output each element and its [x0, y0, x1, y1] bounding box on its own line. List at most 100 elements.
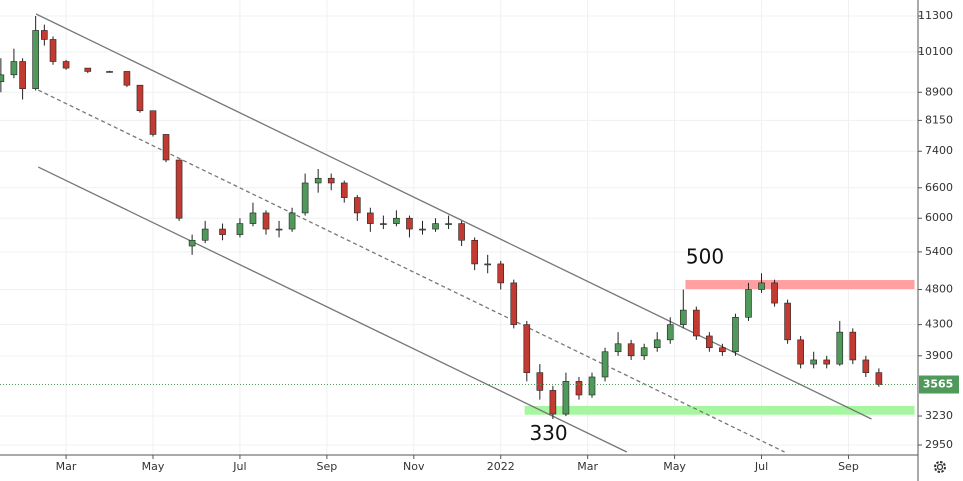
candle-body: [601, 351, 609, 378]
trendline: [37, 89, 785, 453]
candle-body: [471, 239, 478, 265]
settings-icon[interactable]: [934, 461, 946, 473]
candle-body: [523, 324, 531, 373]
zone: [685, 280, 915, 290]
candle-body: [458, 223, 465, 241]
candle-body: [732, 316, 739, 353]
candle-body: [188, 239, 196, 247]
x-tick-label: Jul: [754, 460, 768, 473]
candle-body: [162, 134, 170, 161]
candle-body: [327, 177, 335, 184]
x-tick-label: Mar: [577, 460, 598, 473]
y-tick-label: 2950: [925, 438, 953, 451]
x-tick-label: May: [663, 460, 686, 473]
x-tick-label: May: [142, 460, 165, 473]
candle-body: [406, 217, 413, 230]
candle-body: [784, 302, 791, 341]
candle-body: [367, 212, 374, 224]
y-tick-label: 4800: [925, 282, 953, 295]
x-tick-label: Sep: [316, 460, 337, 473]
y-tick-label: 8150: [925, 113, 953, 126]
plot: 500 330: [0, 0, 918, 455]
y-tick-label: 6600: [925, 181, 953, 194]
candle-body: [653, 339, 661, 349]
candle-body: [62, 61, 70, 69]
candle-body: [106, 71, 113, 73]
candle-body: [719, 347, 726, 353]
x-tick-label: 2022: [487, 460, 515, 473]
candle-body: [380, 223, 387, 225]
candle-body: [41, 30, 48, 40]
candle-body: [679, 309, 687, 325]
candle-body: [758, 282, 765, 290]
x-tick-label: Sep: [838, 460, 859, 473]
zone: [524, 405, 915, 415]
trendline: [37, 166, 628, 453]
candle-body: [393, 217, 400, 224]
candle-body: [136, 84, 144, 112]
candle-body: [49, 39, 57, 62]
candle-body: [262, 212, 270, 230]
y-tick-label: 5400: [925, 245, 953, 258]
candle-body: [314, 177, 322, 184]
candle-body: [627, 343, 635, 357]
candle-body: [301, 182, 309, 214]
candle-body: [123, 71, 131, 86]
candle-body: [693, 309, 700, 337]
y-tick-label: 7400: [925, 144, 953, 157]
candle-body: [706, 335, 713, 349]
candle-body: [614, 343, 622, 353]
y-tick-label: 6000: [925, 211, 953, 224]
candle-body: [19, 61, 26, 90]
candle-body: [10, 61, 18, 76]
candle-body: [275, 228, 283, 231]
x-tick-label: Jul: [232, 460, 246, 473]
y-tick-label: 11300: [918, 9, 953, 22]
candle-body: [288, 212, 296, 230]
candle-body: [562, 381, 570, 415]
y-tick-label: 4300: [925, 318, 953, 331]
candle-body: [549, 390, 557, 415]
candle-body: [666, 324, 674, 341]
candle-body: [484, 263, 491, 266]
y-tick-label: 3230: [925, 409, 953, 422]
candle-body: [0, 74, 5, 82]
candle-body: [340, 182, 348, 198]
candle-body: [640, 347, 648, 357]
y-tick-label: 10100: [918, 45, 953, 58]
candle-body: [32, 30, 39, 90]
candle-body: [149, 110, 157, 135]
candle-body: [849, 331, 857, 361]
candle-body: [497, 263, 505, 284]
candle-body: [836, 331, 844, 365]
candle-body: [419, 228, 426, 231]
candle-body: [536, 372, 544, 391]
candle-body: [862, 359, 870, 373]
candle-body: [745, 289, 752, 318]
x-tick-label: Nov: [403, 460, 425, 473]
candle-body: [575, 381, 583, 396]
candle-body: [771, 282, 778, 304]
candle-body: [249, 212, 257, 224]
y-tick-label: 8900: [925, 85, 953, 98]
candle-body: [432, 223, 439, 230]
candle-body: [201, 228, 209, 241]
candle-body: [797, 339, 804, 365]
candle-body: [84, 67, 92, 72]
candle-body: [236, 223, 244, 235]
annotation: 500: [686, 244, 724, 268]
candle-body: [353, 197, 361, 214]
candle-body: [175, 159, 183, 219]
y-tick-label: 3900: [925, 349, 953, 362]
candle-body: [588, 376, 596, 396]
candle-body: [823, 359, 831, 365]
annotation: 330: [529, 421, 567, 445]
candle-body: [810, 359, 817, 365]
candle-body: [875, 372, 883, 385]
last-price-label: 3565: [923, 378, 954, 391]
candle-body: [219, 228, 226, 235]
candle-body: [510, 282, 518, 325]
candle-body: [445, 223, 452, 225]
